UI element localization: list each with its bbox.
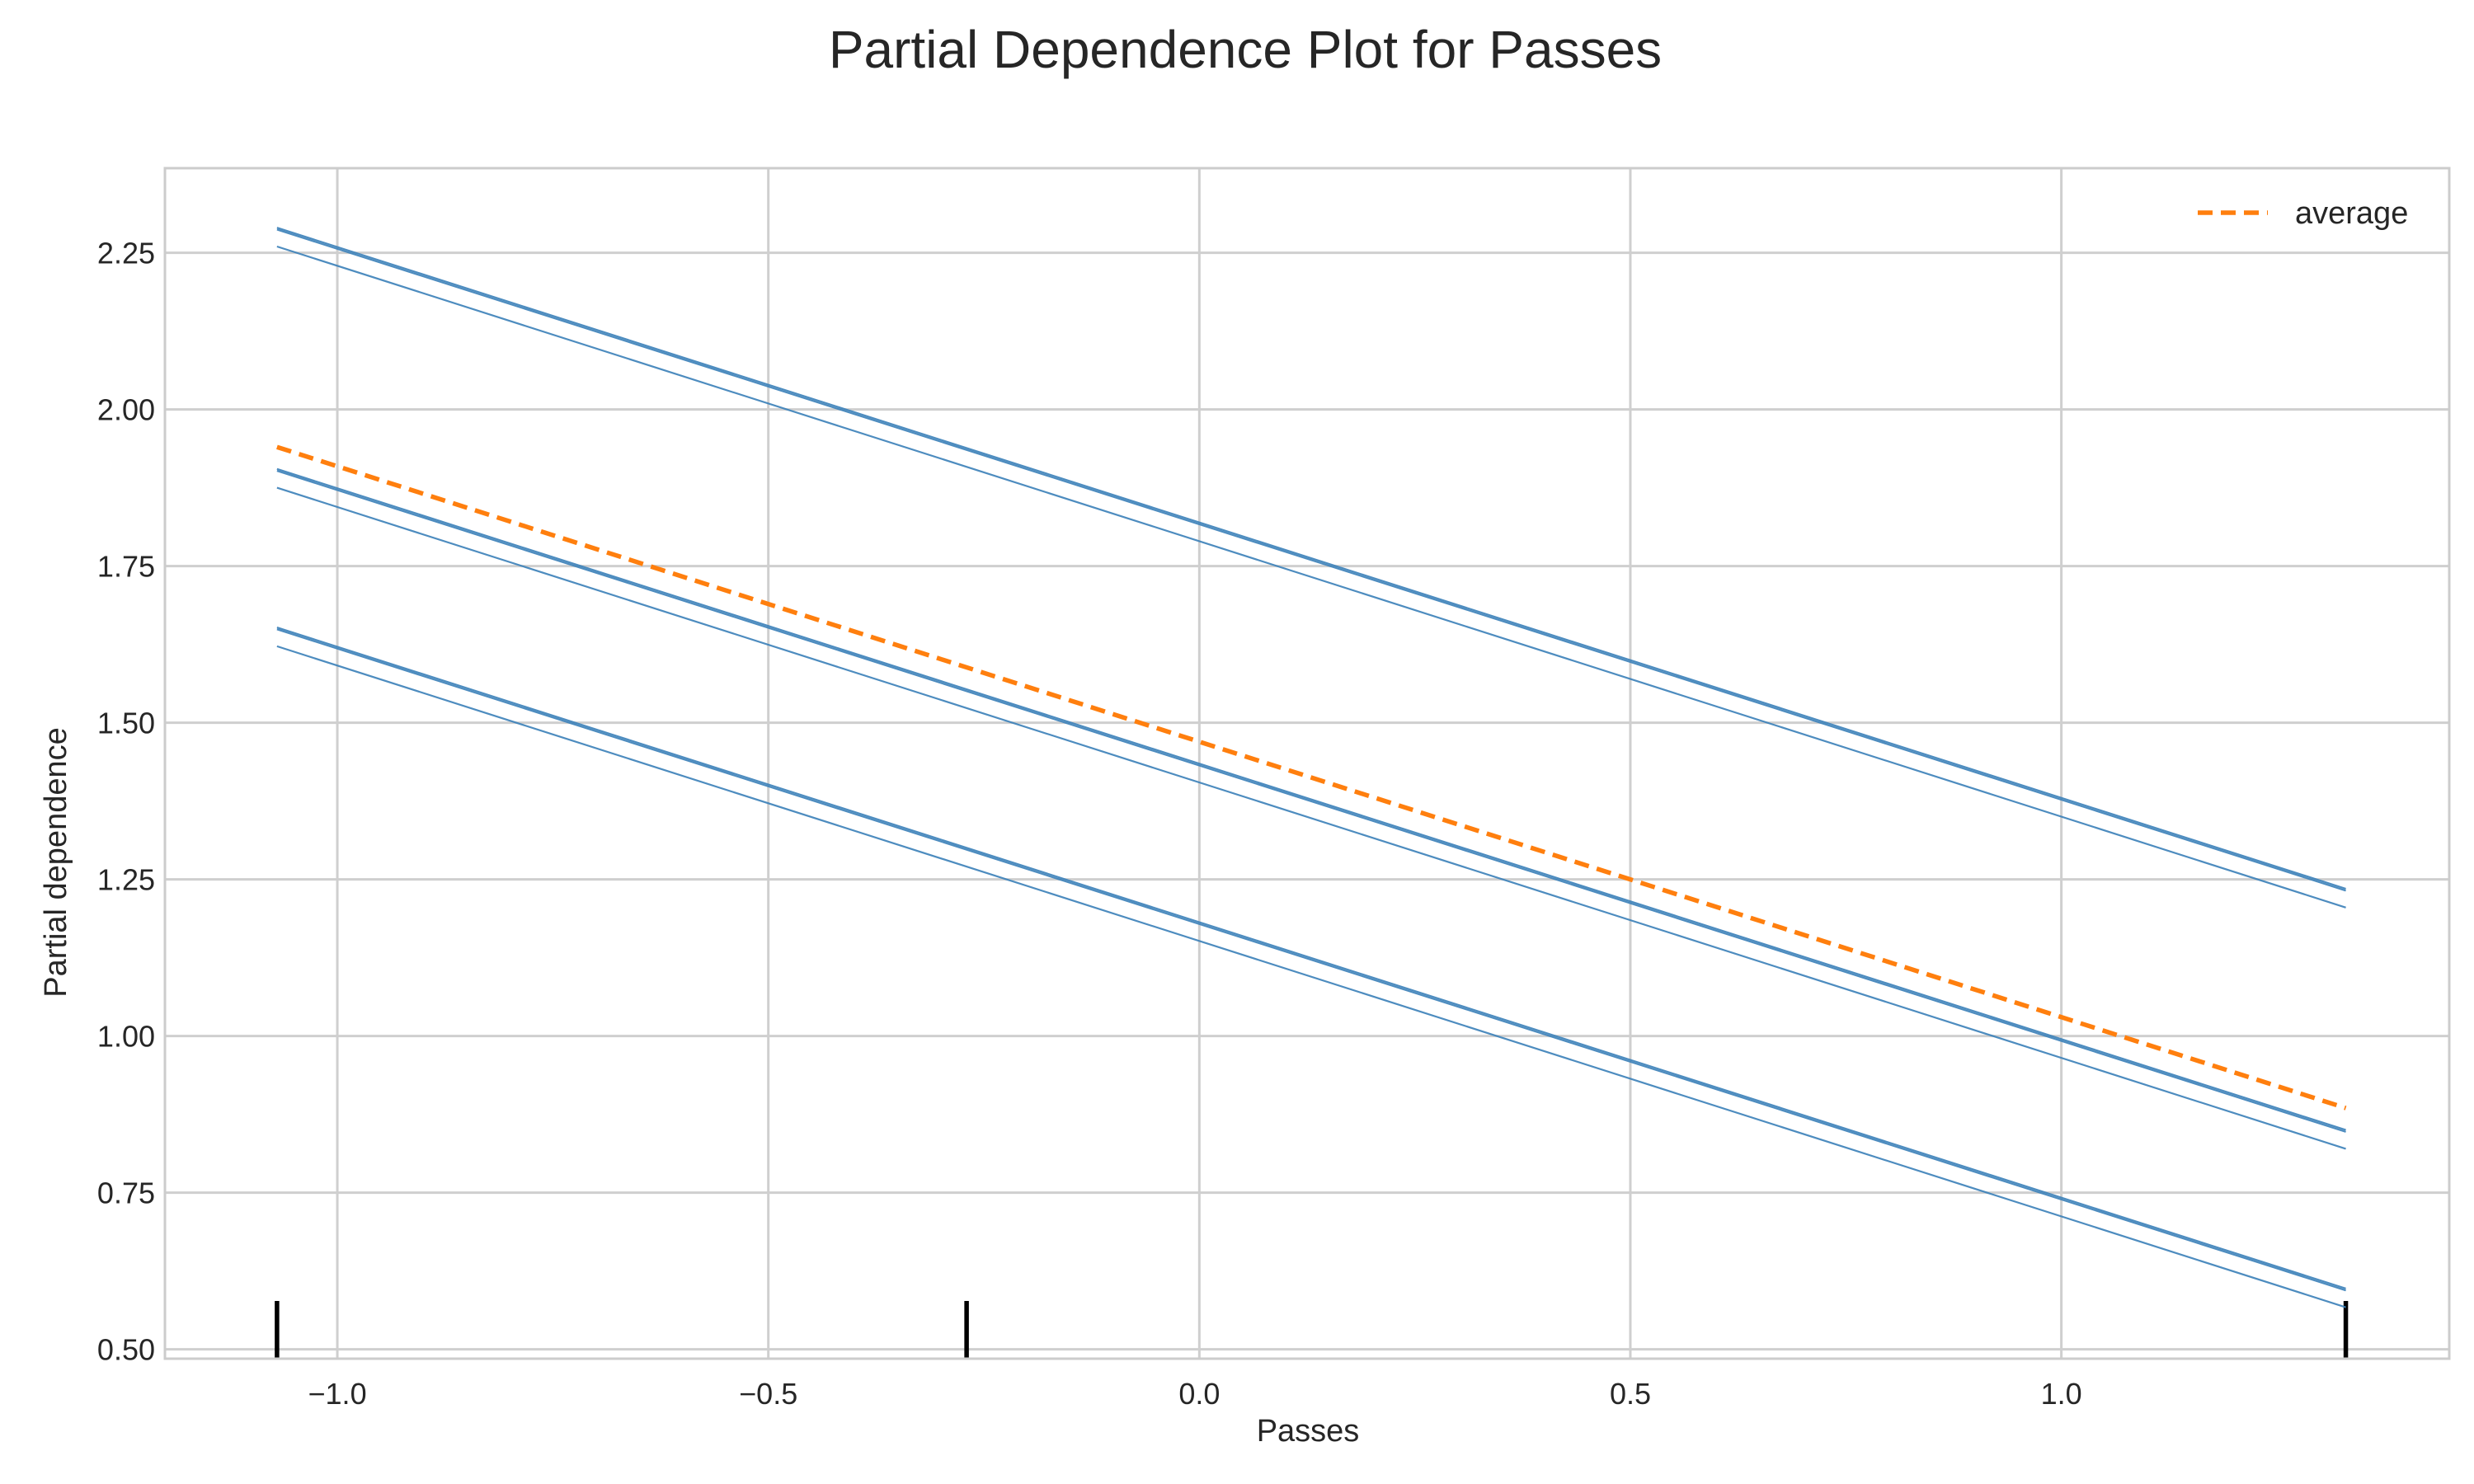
individual-line — [276, 470, 2346, 1133]
grid-layer — [165, 168, 2449, 1359]
individual-line — [276, 486, 2346, 1150]
individual-line — [276, 228, 2346, 892]
x-tick-label: 1.0 — [2041, 1377, 2082, 1411]
x-axis-label: Passes — [1257, 1414, 1360, 1449]
x-tick-label: −1.0 — [308, 1377, 367, 1411]
individual-line — [276, 628, 2346, 1292]
y-tick-label: 0.75 — [97, 1176, 155, 1210]
average-line — [276, 444, 2347, 1111]
x-tick-label: 0.0 — [1178, 1377, 1220, 1411]
y-tick-label: 1.50 — [97, 707, 155, 740]
y-tick-labels: 0.50 0.75 1.00 1.25 1.50 1.75 2.00 2.25 — [97, 237, 155, 1367]
x-tick-label: −0.5 — [739, 1377, 797, 1411]
rug-layer — [275, 1301, 2349, 1359]
y-tick-label: 1.25 — [97, 863, 155, 897]
y-tick-label: 1.00 — [97, 1020, 155, 1054]
individual-line — [276, 467, 2346, 1131]
legend-average-label: average — [2295, 196, 2408, 231]
y-tick-label: 2.00 — [97, 393, 155, 427]
y-tick-label: 0.50 — [97, 1333, 155, 1367]
y-axis-label: Partial dependence — [39, 727, 73, 997]
individual-line — [276, 245, 2346, 909]
x-tick-label: 0.5 — [1610, 1377, 1651, 1411]
y-tick-label: 2.25 — [97, 237, 155, 270]
lines-layer — [276, 227, 2346, 1308]
individual-line — [276, 645, 2346, 1308]
x-tick-labels: −1.0 −0.5 0.0 0.5 1.0 — [308, 1377, 2082, 1411]
individual-line — [276, 227, 2346, 890]
average-layer — [276, 444, 2347, 1111]
individual-line — [276, 627, 2346, 1289]
chart-title: Partial Dependence Plot for Passes — [829, 20, 1662, 79]
plot-frame — [163, 167, 2451, 1360]
legend: average — [2198, 196, 2408, 231]
y-tick-label: 1.75 — [97, 550, 155, 584]
